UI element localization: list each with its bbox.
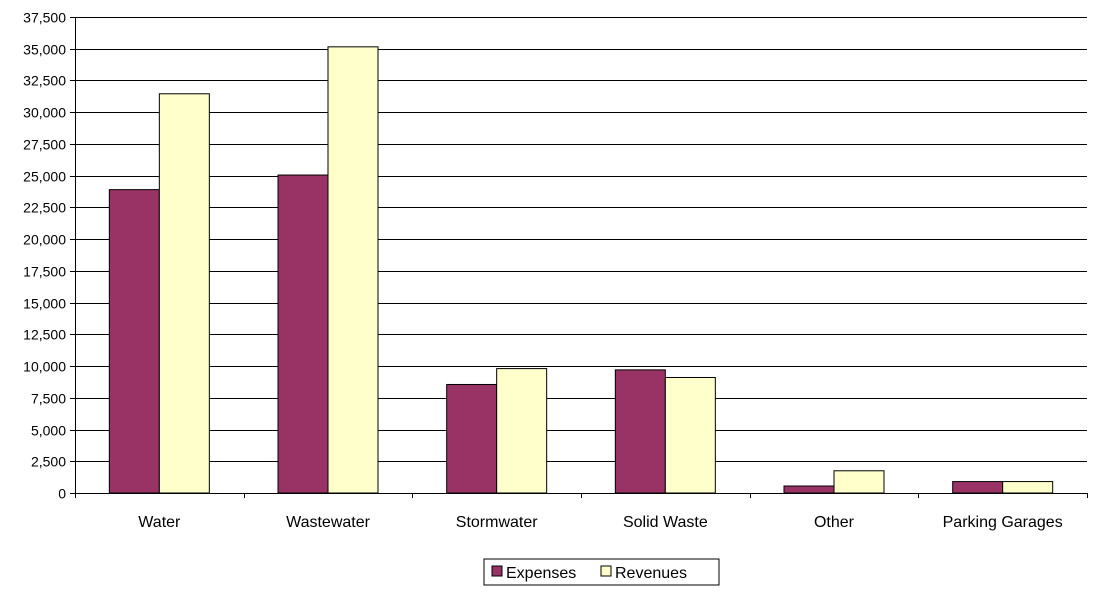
y-tick-label: 20,000 xyxy=(23,232,66,248)
tick-labels: 0 2,500 5,000 7,500 10,000 12,500 15,000 17,500… xyxy=(23,10,1063,532)
bar-revenues-water xyxy=(158,93,210,494)
grid-lines xyxy=(75,17,1087,462)
y-tick-label: 30,000 xyxy=(23,105,66,121)
bar-revenues-wastewater xyxy=(327,46,379,494)
y-tick-label: 10,000 xyxy=(23,359,66,375)
y-tick-label: 7,500 xyxy=(31,391,66,407)
legend: Expenses Revenues xyxy=(483,558,720,586)
y-tick-label: 15,000 xyxy=(23,296,66,312)
bar-expenses-parking-garages xyxy=(952,481,1004,494)
y-tick-label: 37,500 xyxy=(23,10,66,26)
y-tick-label: 22,500 xyxy=(23,200,66,216)
y-tick-label: 17,500 xyxy=(23,264,66,280)
x-tick-label: Wastewater xyxy=(286,514,371,531)
y-tick-label: 5,000 xyxy=(31,423,66,439)
bar-expenses-wastewater xyxy=(277,174,329,494)
x-tick-label: Water xyxy=(138,514,181,531)
x-tick-label: Stormwater xyxy=(456,514,538,531)
x-tick-label: Other xyxy=(814,514,855,531)
y-tick-label: 35,000 xyxy=(23,42,66,58)
bar-expenses-solid-waste xyxy=(614,369,666,494)
bar-expenses-other xyxy=(783,485,835,494)
legend-swatch-expenses xyxy=(491,565,503,577)
bar-revenues-stormwater xyxy=(496,368,548,494)
legend-swatch-revenues xyxy=(600,565,612,577)
bar-expenses-stormwater xyxy=(446,383,498,494)
y-tick-label: 25,000 xyxy=(23,169,66,185)
bar-revenues-other xyxy=(833,470,885,494)
axes xyxy=(70,17,1088,498)
y-tick-label: 27,500 xyxy=(23,137,66,153)
x-tick-label: Parking Garages xyxy=(943,514,1063,531)
legend-label-expenses: Expenses xyxy=(506,565,576,582)
y-tick-label: 32,500 xyxy=(23,73,66,89)
bars xyxy=(108,46,1054,494)
legend-label-revenues: Revenues xyxy=(615,565,687,582)
y-tick-label: 12,500 xyxy=(23,327,66,343)
bar-expenses-water xyxy=(108,189,160,494)
y-tick-label: 2,500 xyxy=(31,454,66,470)
bar-revenues-parking-garages xyxy=(1002,481,1054,494)
bar-revenues-solid-waste xyxy=(664,376,716,494)
x-tick-label: Solid Waste xyxy=(623,514,708,531)
y-tick-label: 0 xyxy=(58,486,66,502)
